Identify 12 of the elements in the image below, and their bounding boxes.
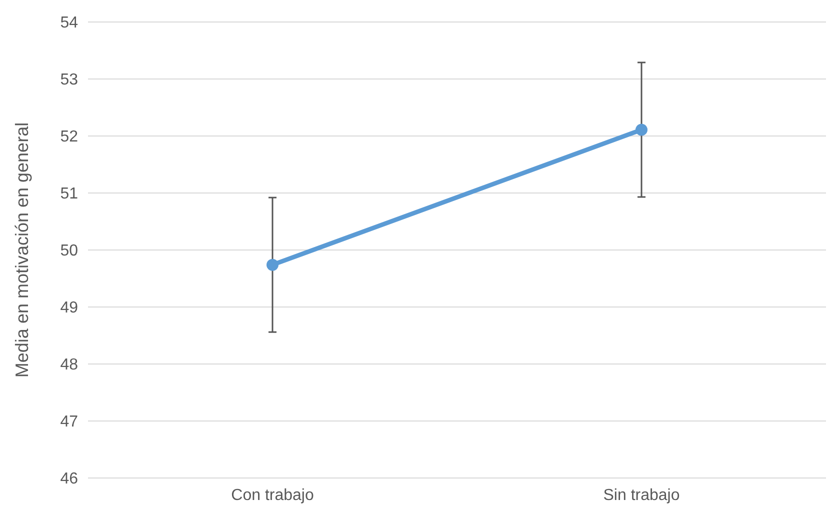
y-tick-label: 46 (60, 470, 78, 488)
y-tick-label: 54 (60, 14, 78, 32)
y-tick-label: 53 (60, 72, 78, 89)
y-tick-label: 49 (60, 300, 78, 317)
y-tick-label: 47 (60, 414, 78, 431)
x-tick-label: Sin trabajo (603, 487, 680, 504)
y-tick-label: 48 (60, 356, 78, 374)
y-tick-label: 52 (60, 128, 78, 146)
y-tick-label: 50 (60, 242, 78, 260)
y-axis-title: Media en motivación en general (12, 122, 32, 378)
y-tick-label: 51 (60, 186, 78, 203)
x-tick-label: Con trabajo (231, 487, 314, 504)
